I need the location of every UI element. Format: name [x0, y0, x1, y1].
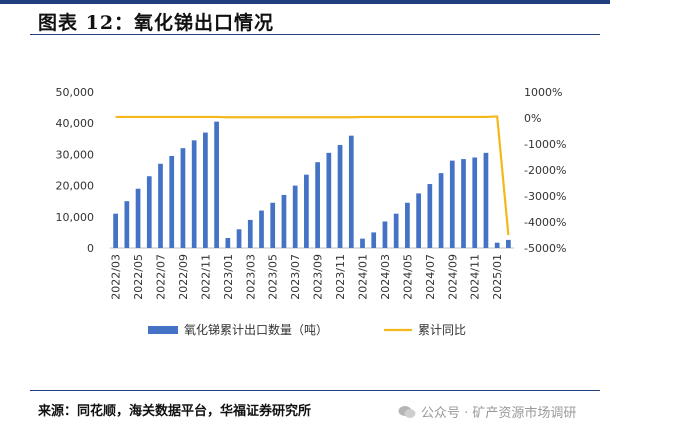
- legend-line-label: 累计同比: [418, 323, 466, 337]
- y-right-tick-label: -1000%: [524, 138, 566, 151]
- bar: [427, 184, 433, 248]
- bar: [326, 152, 332, 248]
- bar: [180, 148, 186, 248]
- y-left-tick-label: 10,000: [56, 211, 95, 224]
- x-tick-label: 2022/05: [132, 254, 145, 300]
- x-tick-label: 2023/11: [334, 254, 347, 300]
- bar: [393, 213, 399, 248]
- bar: [158, 163, 163, 248]
- x-tick-label: 2024/07: [424, 254, 437, 300]
- top-accent-bar: [0, 0, 610, 4]
- bar: [281, 194, 287, 248]
- x-tick-label: 2023/07: [289, 254, 302, 300]
- export-chart: 0 10,000 20,000 30,000 40,000 50,000 -5000% -40…: [56, 86, 567, 337]
- chart-area: 0 10,000 20,000 30,000 40,000 50,000 -5000% -40…: [0, 36, 696, 392]
- bar: [360, 238, 365, 248]
- x-tick-label: 2024/05: [401, 254, 414, 300]
- x-tick-label: 2024/01: [357, 254, 370, 300]
- wechat-icon: [398, 405, 416, 418]
- bar: [337, 145, 343, 248]
- x-tick-label: 2023/09: [312, 254, 325, 300]
- bar: [494, 242, 500, 248]
- bar: [124, 201, 130, 248]
- y-left-tick-label: 50,000: [56, 86, 95, 99]
- bar: [405, 202, 410, 248]
- bar: [247, 219, 253, 248]
- bar: [315, 162, 320, 248]
- x-tick-label: 2024/09: [446, 254, 459, 300]
- y-right-tick-label: 1000%: [524, 86, 562, 99]
- bar: [416, 193, 421, 248]
- x-tick-label: 2023/03: [244, 254, 257, 300]
- bar: [371, 232, 377, 248]
- bar: [135, 188, 141, 248]
- x-tick-label: 2025/01: [491, 254, 504, 300]
- bar: [292, 185, 298, 248]
- x-tick-label: 2023/05: [267, 254, 280, 300]
- bar: [506, 239, 511, 248]
- x-tick-label: 2024/11: [469, 254, 482, 300]
- source-note: 来源：同花顺，海关数据平台，华福证券研究所: [38, 404, 312, 419]
- y-left-tick-label: 20,000: [56, 180, 95, 193]
- figure-title: 图表 12：氧化锑出口情况: [38, 12, 275, 34]
- x-tick-label: 2022/07: [155, 254, 168, 300]
- y-right-tick-label: -2000%: [524, 164, 566, 177]
- source-divider: [30, 390, 600, 391]
- watermark: 公众号 · 矿产资源市场调研: [398, 402, 576, 421]
- y-right-tick-label: -4000%: [524, 216, 566, 229]
- y-right-tick-label: -5000%: [524, 242, 566, 255]
- x-tick-label: 2024/03: [379, 254, 392, 300]
- bar: [169, 155, 175, 248]
- bar: [472, 157, 478, 248]
- bar: [438, 173, 444, 248]
- bar: [203, 132, 208, 248]
- bar: [113, 213, 118, 248]
- x-tick-label: 2022/09: [177, 254, 190, 300]
- bar: [236, 229, 242, 248]
- watermark-text: 公众号 · 矿产资源市场调研: [421, 406, 577, 421]
- bar: [191, 140, 197, 248]
- y-left-tick-label: 0: [87, 242, 94, 255]
- bar: [483, 152, 489, 248]
- bar: [449, 160, 455, 248]
- title-divider: [30, 34, 600, 35]
- bar: [348, 135, 354, 248]
- bar: [270, 202, 276, 248]
- y-left-tick-label: 30,000: [56, 148, 95, 161]
- bar: [304, 174, 309, 248]
- yoy-line: [115, 115, 510, 236]
- x-tick-label: 2023/01: [222, 254, 235, 300]
- bar: [259, 210, 264, 248]
- bar: [382, 221, 388, 248]
- legend-bar-label: 氧化锑累计出口数量（吨）: [184, 322, 328, 337]
- y-left-tick-label: 40,000: [56, 117, 95, 130]
- x-tick-label: 2022/03: [110, 254, 123, 300]
- bar: [214, 121, 219, 248]
- x-tick-label: 2022/11: [199, 254, 212, 300]
- legend-bar-swatch: [148, 326, 178, 334]
- bar: [225, 238, 231, 248]
- y-right-tick-label: 0%: [524, 112, 541, 125]
- bar: [146, 176, 152, 248]
- bar: [461, 159, 466, 248]
- y-right-tick-label: -3000%: [524, 190, 566, 203]
